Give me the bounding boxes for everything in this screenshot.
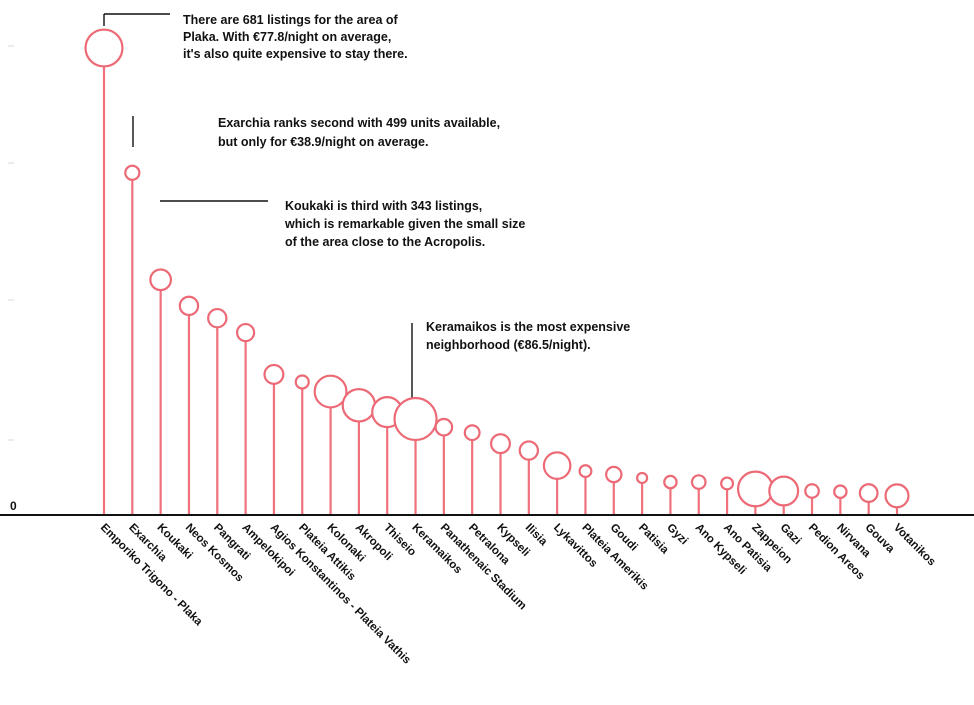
- tick-label-21: Ano Kypseli: [693, 522, 748, 577]
- bubble-6: [263, 363, 285, 385]
- bubble-22: [720, 476, 735, 491]
- bubble-12: [434, 417, 454, 437]
- annotation-plaka-line-1: Plaka. With €77.8/night on average,: [183, 30, 391, 44]
- y-axis-zero-label: 0: [10, 499, 17, 513]
- bubble-14: [489, 433, 512, 455]
- tick-label-19: Patisia: [636, 522, 671, 557]
- tick-label-28: Votanikos: [891, 522, 938, 569]
- tick-label-24: Gazi: [778, 522, 804, 548]
- bubble-16: [542, 451, 572, 480]
- annotation-keramaikos-line-1: neighborhood (€86.5/night).: [426, 338, 591, 352]
- annotation-plaka-line-0: There are 681 listings for the area of: [183, 13, 398, 27]
- annotation-koukaki-line-0: Koukaki is third with 343 listings,: [285, 199, 482, 213]
- bubble-4: [207, 307, 228, 329]
- annotation-plaka-line-2: it's also quite expensive to stay there.: [183, 47, 408, 61]
- bubble-24: [768, 475, 800, 507]
- bubble-5: [235, 322, 256, 343]
- bubble-19: [636, 471, 649, 485]
- tick-label-20: Gyzi: [664, 522, 690, 548]
- bubble-15: [518, 440, 540, 461]
- bubble-3: [178, 295, 200, 317]
- bubble-25: [804, 483, 820, 499]
- bubble-27: [858, 483, 879, 503]
- bubble-13: [463, 424, 481, 442]
- annotation-koukaki-line-1: which is remarkable given the small size: [284, 217, 525, 231]
- bubble-20: [663, 474, 678, 490]
- annotation-leaders: [103, 13, 413, 398]
- bubble-18: [605, 465, 623, 484]
- bubble-2: [149, 268, 173, 292]
- annotation-exarchia-line-1: but only for €38.9/night on average.: [218, 135, 428, 149]
- bubble-26: [833, 484, 848, 499]
- bubble-28: [884, 483, 910, 509]
- bubble-7: [294, 374, 310, 390]
- annotation-koukaki-line-2: of the area close to the Acropolis.: [285, 235, 485, 249]
- bubble-0: [84, 28, 124, 68]
- annotation-exarchia-line-0: Exarchia ranks second with 499 units ava…: [218, 116, 500, 130]
- annotation-keramaikos-line-0: Keramaikos is the most expensive: [426, 320, 630, 334]
- bubble-17: [578, 464, 593, 479]
- bubble-9: [341, 388, 377, 423]
- bubble-23: [736, 470, 774, 508]
- bubble-8: [313, 374, 348, 409]
- bubble-21: [690, 474, 707, 490]
- x-axis-tick-labels: Emporiko Trigono - PlakaExarchiaKoukakiN…: [98, 522, 938, 667]
- circles-layer: [84, 28, 910, 509]
- left-grid-ticks: [8, 45, 14, 441]
- annotations-layer: There are 681 listings for the area of Pl…: [183, 13, 630, 352]
- bubble-11: [393, 396, 438, 442]
- bubble-1: [124, 164, 141, 181]
